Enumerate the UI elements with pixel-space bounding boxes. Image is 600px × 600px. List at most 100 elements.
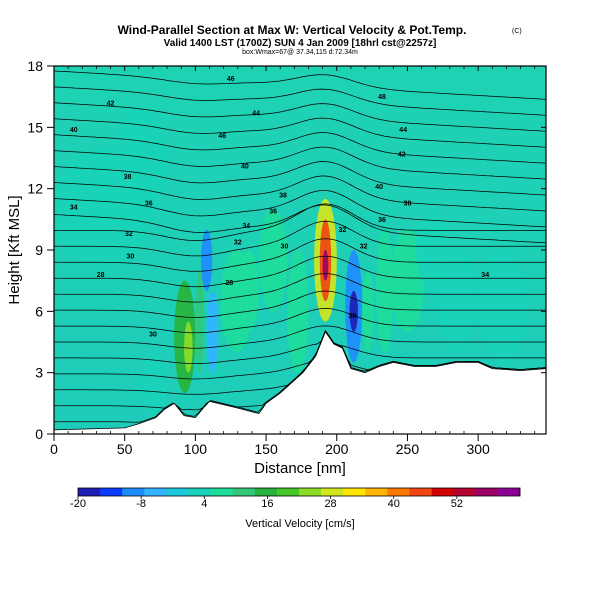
colorbar-swatch	[188, 488, 211, 496]
x-tick-label: 0	[50, 441, 58, 457]
isotherm-line	[54, 204, 546, 244]
isotherm-label: 36	[378, 217, 386, 224]
isotherm-label: 38	[124, 174, 132, 181]
colorbar-swatch	[475, 488, 499, 496]
isotherm-line	[54, 238, 546, 272]
isotherm-label: 42	[107, 100, 115, 107]
isotherm-label: 32	[360, 243, 368, 250]
isotherm-label: 28	[225, 280, 233, 287]
chart-info-line: box:Wmax=67@ 37.34,115 d:72.34m	[242, 49, 358, 56]
colorbar-swatch	[276, 488, 300, 496]
isotherm-label: 38	[404, 200, 412, 207]
terrain	[54, 330, 546, 434]
isotherm-label: 30	[126, 254, 134, 261]
x-tick-label: 300	[466, 441, 490, 457]
isotherm-label: 34	[70, 205, 78, 212]
chart-subtitle: Valid 1400 LST (1700Z) SUN 4 Jan 2009 [1…	[164, 38, 437, 49]
isotherm-line	[54, 308, 546, 334]
colorbar-swatch	[387, 488, 410, 496]
colorbar-swatch	[232, 488, 256, 496]
isotherm-label: 34	[242, 223, 250, 230]
isotherm-line	[54, 161, 546, 196]
colorbar-swatch	[453, 488, 477, 496]
x-axis-label: Distance [nm]	[254, 460, 346, 477]
isotherm-line	[54, 86, 546, 116]
x-tick-label: 200	[325, 441, 349, 457]
velocity-cell	[322, 250, 329, 281]
isotherm-line	[54, 102, 546, 132]
velocity-cell	[138, 352, 168, 414]
isotherm-label: 38	[279, 192, 287, 199]
copyright-mark: (C)	[512, 28, 522, 35]
y-tick-label: 6	[35, 303, 43, 319]
y-tick-label: 9	[35, 242, 43, 258]
velocity-cell	[390, 229, 425, 332]
y-axis-label: Height [Kft MSL]	[6, 195, 23, 304]
colorbar-swatch	[210, 488, 233, 496]
y-tick-label: 18	[27, 58, 43, 74]
isotherm-line	[54, 325, 546, 349]
isotherm-label: 36	[269, 209, 277, 216]
isotherm-label: 32	[234, 239, 242, 246]
y-tick-label: 12	[27, 181, 43, 197]
colorbar-swatch	[497, 488, 521, 496]
isotherm-label: 30	[348, 313, 356, 320]
y-tick-label: 3	[35, 365, 43, 381]
x-tick-label: 150	[254, 441, 278, 457]
velocity-cell	[362, 270, 374, 353]
velocity-cell	[435, 250, 479, 353]
isotherm-label: 46	[227, 76, 235, 83]
colorbar-tick-label: 52	[451, 498, 463, 510]
isotherm-line	[54, 290, 546, 318]
colorbar-swatch	[299, 488, 322, 496]
colorbar-tick-label: 4	[201, 498, 207, 510]
isotherm-line	[54, 220, 546, 257]
colorbar-swatch	[100, 488, 123, 496]
colorbar-swatch	[343, 488, 366, 496]
isotherm-label: 30	[149, 331, 157, 338]
colorbar-swatch	[78, 488, 101, 496]
isotherm-line	[54, 175, 546, 212]
colorbar-swatch	[254, 488, 278, 496]
isotherm-line	[54, 255, 546, 288]
velocity-cell	[259, 209, 288, 312]
colorbar-swatch	[409, 488, 432, 496]
isotherm-line	[54, 273, 546, 303]
colorbar-tick-label: 28	[324, 498, 336, 510]
colorbar-swatch	[122, 488, 145, 496]
y-tick-label: 15	[27, 119, 43, 135]
isotherm-label: 40	[70, 127, 78, 134]
isotherm-line	[54, 70, 546, 100]
velocity-cell	[478, 250, 528, 363]
isotherm-label: 42	[398, 151, 406, 158]
isotherm-line	[54, 330, 546, 380]
colorbar: -20 -8 4 16 28 40 52	[70, 487, 521, 510]
colorbar-swatch	[431, 488, 454, 496]
colorbar-swatch	[321, 488, 344, 496]
isotherm-label: 40	[375, 184, 383, 191]
isotherm-label: 30	[281, 243, 289, 250]
isotherm-line	[54, 132, 546, 164]
chart-title: Wind-Parallel Section at Max W: Vertical…	[118, 23, 467, 37]
colorbar-swatch	[166, 488, 189, 496]
velocity-cell	[184, 321, 193, 373]
isotherm-label: 32	[339, 227, 347, 234]
isotherm-label: 44	[252, 111, 260, 118]
colorbar-tick-label: -20	[70, 498, 86, 510]
isotherm-label: 32	[125, 231, 133, 238]
colorbar-swatch	[365, 488, 388, 496]
colorbar-tick-label: 16	[261, 498, 273, 510]
isotherm-label: 28	[97, 272, 105, 279]
isotherm-line	[54, 190, 546, 228]
colorbar-tick-label: -8	[136, 498, 146, 510]
x-tick-label: 250	[396, 441, 420, 457]
colorbar-frame	[77, 487, 521, 497]
isotherm-label: 40	[241, 164, 249, 171]
x-tick-label: 100	[184, 441, 208, 457]
plot-area: 46 48 42 44 40 46 44 42 40 38 40 38 36 38 34 36 36 34 32 32…	[53, 65, 547, 435]
velocity-cell	[195, 270, 204, 373]
isotherm-line	[54, 117, 546, 148]
velocity-cell	[110, 106, 168, 230]
velocity-cell	[237, 250, 259, 332]
